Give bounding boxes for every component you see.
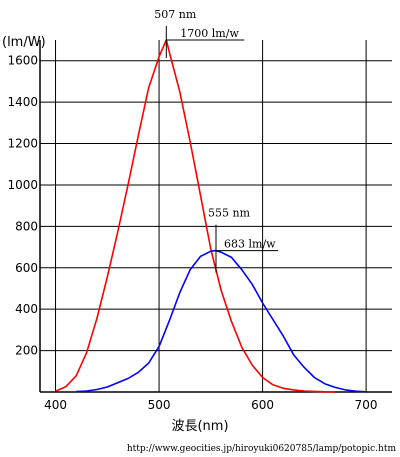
y-tick-label: 800 — [15, 219, 38, 233]
y-tick-label: 400 — [15, 302, 38, 316]
y-tick-label: 1200 — [7, 137, 38, 151]
y-axis-label: (lm/W) — [2, 35, 46, 50]
y-tick-label: 1400 — [7, 95, 38, 109]
y-tick-label: 200 — [15, 344, 38, 358]
series-line-red — [55, 39, 336, 393]
peak-wavelength-label-red: 507 nm — [154, 8, 197, 21]
x-axis-label: 波長(nm) — [171, 419, 228, 434]
y-tick-label: 1600 — [7, 54, 38, 68]
x-tick-labels: 400 500 600 700 — [44, 398, 377, 412]
x-tick-label: 500 — [148, 398, 171, 412]
x-tick-label: 600 — [251, 398, 274, 412]
x-tick-label: 700 — [355, 398, 378, 412]
source-url: http://www.geocities.jp/hiroyuki0620785/… — [127, 444, 397, 454]
annotations: 507 nm 1700 lm/w 555 nm 683 lm/w — [154, 8, 278, 273]
series — [55, 39, 367, 393]
peak-value-label-red: 1700 lm/w — [180, 27, 239, 40]
y-tick-label: 600 — [15, 261, 38, 275]
x-tick-label: 400 — [44, 398, 67, 412]
y-tick-label: 1000 — [7, 178, 38, 192]
peak-value-label-blue: 683 lm/w — [224, 238, 276, 251]
peak-wavelength-label-blue: 555 nm — [208, 207, 251, 220]
y-tick-labels: 200 400 600 800 1000 1200 1400 1600 — [7, 54, 38, 358]
series-line-blue — [76, 249, 367, 393]
